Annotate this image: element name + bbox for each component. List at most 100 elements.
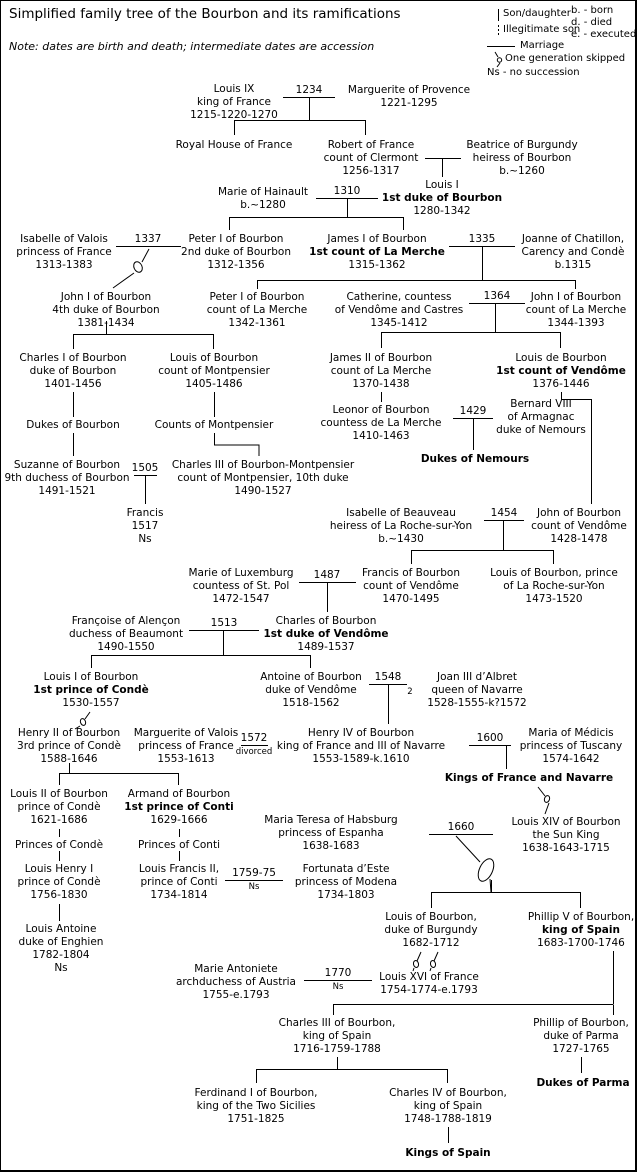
person-phillip-of-parma: Phillip of Bourbon, duke of Parma 1727-176… <box>533 1017 629 1056</box>
line: Maria Teresa of Habsburg <box>264 814 398 826</box>
line: of La Roche-sur-Yon <box>503 580 605 592</box>
line: 1629-1666 <box>150 814 208 826</box>
person-louis-de-bourbon: Louis de Bourbon 1st count of Vendôme 1376… <box>496 352 626 391</box>
line: Beatrice of Burgundy <box>466 139 578 151</box>
person-louis-la-roche: Louis of Bourbon, prince of La Roche-sur-… <box>490 567 618 606</box>
person-charles-i: Charles I of Bourbon duke of Bourbon 1401-… <box>19 352 126 391</box>
line: Louis Francis II, <box>138 863 220 875</box>
line: 1280-1342 <box>413 205 471 217</box>
line: Phillip V of Bourbon, <box>527 911 635 923</box>
line: prince of Condè <box>17 876 101 888</box>
line: 1405-1486 <box>185 378 243 390</box>
line: princess of Espanha <box>278 827 384 839</box>
skip-kingsfn-loop <box>543 795 551 803</box>
line: 1342-1361 <box>228 317 286 329</box>
line: Kings of France and Navarre <box>444 772 614 784</box>
person-louis-ix: Louis IX king of France 1215-1220-1270 <box>190 83 278 122</box>
line: Charles I of Bourbon <box>19 352 127 364</box>
line: John I of Bourbon <box>530 291 622 303</box>
marriage-1572: 1572 <box>240 732 268 744</box>
group-kings-of-france-and-navarre: Kings of France and Navarre <box>445 772 613 785</box>
line: 1491-1521 <box>38 485 96 497</box>
line: Princes of Conti <box>138 839 220 851</box>
line: 1553-1589-k.1610 <box>312 753 410 765</box>
line: king of France <box>196 96 272 108</box>
person-john-i-la-merche: John I of Bourbon count of La Merche 1344-… <box>526 291 627 330</box>
line: 1401-1456 <box>44 378 102 390</box>
person-peter-i-la-merche: Peter I of Bourbon count of La Merche 1342… <box>207 291 308 330</box>
legend-died: d. - died <box>571 17 613 28</box>
line: 1345-1412 <box>370 317 428 329</box>
line: 1st duke of Vendôme <box>263 628 389 640</box>
line: Carency and Condè <box>521 246 625 258</box>
person-francis-1517: Francis 1517 Ns <box>127 507 164 546</box>
line: Francis <box>126 507 164 519</box>
line: Louis of Bourbon <box>169 352 259 364</box>
marriage-1548-note: 2 <box>407 687 413 697</box>
line: Fortunata d’Este <box>302 863 390 875</box>
group-princes-of-conde: Princes of Condè <box>15 839 103 852</box>
line: Louis Henry I <box>24 863 94 875</box>
line: 1370-1438 <box>352 378 410 390</box>
person-henry-ii-conde: Henry II of Bourbon 3rd prince of Condè 15… <box>17 727 121 766</box>
person-marie-antoniete: Marie Antoniete archduchess of Austria 175… <box>176 963 296 1002</box>
line: Francis of Bourbon <box>362 567 460 579</box>
line: 1381-1434 <box>77 317 135 329</box>
person-maria-teresa: Maria Teresa of Habsburg princess of Espa… <box>264 814 397 853</box>
line: Armand of Bourbon <box>127 788 231 800</box>
person-henry-iv: Henry IV of Bourbon king of France and II… <box>277 727 445 766</box>
line: Dukes of Nemours <box>420 453 530 465</box>
person-louis-of-montpensier: Louis of Bourbon count of Montpensier 1405… <box>158 352 270 391</box>
person-francoise-of-alencon: Françoise of Alençon duchess of Beaumont 1… <box>69 615 183 654</box>
person-louis-xvi: Louis XVI of France 1754-1774-e.1793 <box>379 971 479 997</box>
line: prince of Conti <box>140 876 218 888</box>
legend-skip-link <box>494 51 501 68</box>
line: John of Bourbon <box>537 507 621 519</box>
line: 1490-1527 <box>234 485 292 497</box>
line: of Armagnac <box>507 411 575 423</box>
line: Counts of Montpensier <box>154 419 274 431</box>
line: count of Vendôme <box>531 520 627 532</box>
line: duke of Nemours <box>496 424 586 436</box>
line: 1472-1547 <box>212 593 270 605</box>
person-louis-ii-conde: Louis II of Bourbon prince of Condè 1621-1… <box>10 788 108 827</box>
skip-1660-link <box>455 835 492 893</box>
line: 1683-1700-1746 <box>537 937 625 949</box>
group-dukes-of-bourbon: Dukes of Bourbon <box>26 419 120 432</box>
line: 1313-1383 <box>35 259 93 271</box>
legend-marriage: Marriage <box>520 40 565 51</box>
line: count of Montpensier <box>158 365 270 377</box>
line: king of the Two Sicilies <box>196 1100 316 1112</box>
line: 1st count of Vendôme <box>496 365 626 377</box>
line: duke of Vendôme <box>265 684 357 696</box>
line: 1st count of La Merche <box>309 246 445 258</box>
line: Marguerite of Valois <box>133 727 239 739</box>
group-dukes-of-nemours: Dukes of Nemours <box>421 453 529 466</box>
person-isabelle-of-valois: Isabelle of Valois princess of France 1313… <box>16 233 111 272</box>
person-john-of-vendome: John of Bourbon count of Vendôme 1428-1478 <box>531 507 627 546</box>
marriage-1770-note: Ns <box>332 982 344 992</box>
person-beatrice-of-burgundy: Beatrice of Burgundy heiress of Bourbon b.… <box>466 139 577 178</box>
marriage-1234: 1234 <box>295 84 323 96</box>
line: 1221-1295 <box>380 97 438 109</box>
line: Peter I of Bourbon <box>209 291 305 303</box>
marriage-1759-75: 1759-75 <box>232 867 276 879</box>
line: Louis I <box>425 179 459 191</box>
marriage-1429: 1429 <box>459 405 487 417</box>
line: count of La Merche <box>525 304 627 316</box>
person-phillip-v: Phillip V of Bourbon, king of Spain 1683-1… <box>528 911 634 950</box>
person-louis-xiv: Louis XIV of Bourbon the Sun King 1638-164… <box>511 816 620 855</box>
line: James I of Bourbon <box>327 233 427 245</box>
line: duke of Bourbon <box>29 365 117 377</box>
marriage-1600: 1600 <box>476 732 504 744</box>
group-royal-house-of-france: Royal House of France <box>176 139 293 152</box>
line: the Sun King <box>532 829 600 841</box>
person-fortunata-este: Fortunata d’Este princess of Modena 1734-1… <box>295 863 397 902</box>
line: 1638-1643-1715 <box>522 842 610 854</box>
line: Louis II of Bourbon <box>10 788 108 800</box>
line: Louis de Bourbon <box>515 352 607 364</box>
legend-no-succession: Ns - no succession <box>487 67 580 78</box>
line: count of Montpensier, 10th duke <box>177 472 349 484</box>
line: 1215-1220-1270 <box>190 109 278 121</box>
